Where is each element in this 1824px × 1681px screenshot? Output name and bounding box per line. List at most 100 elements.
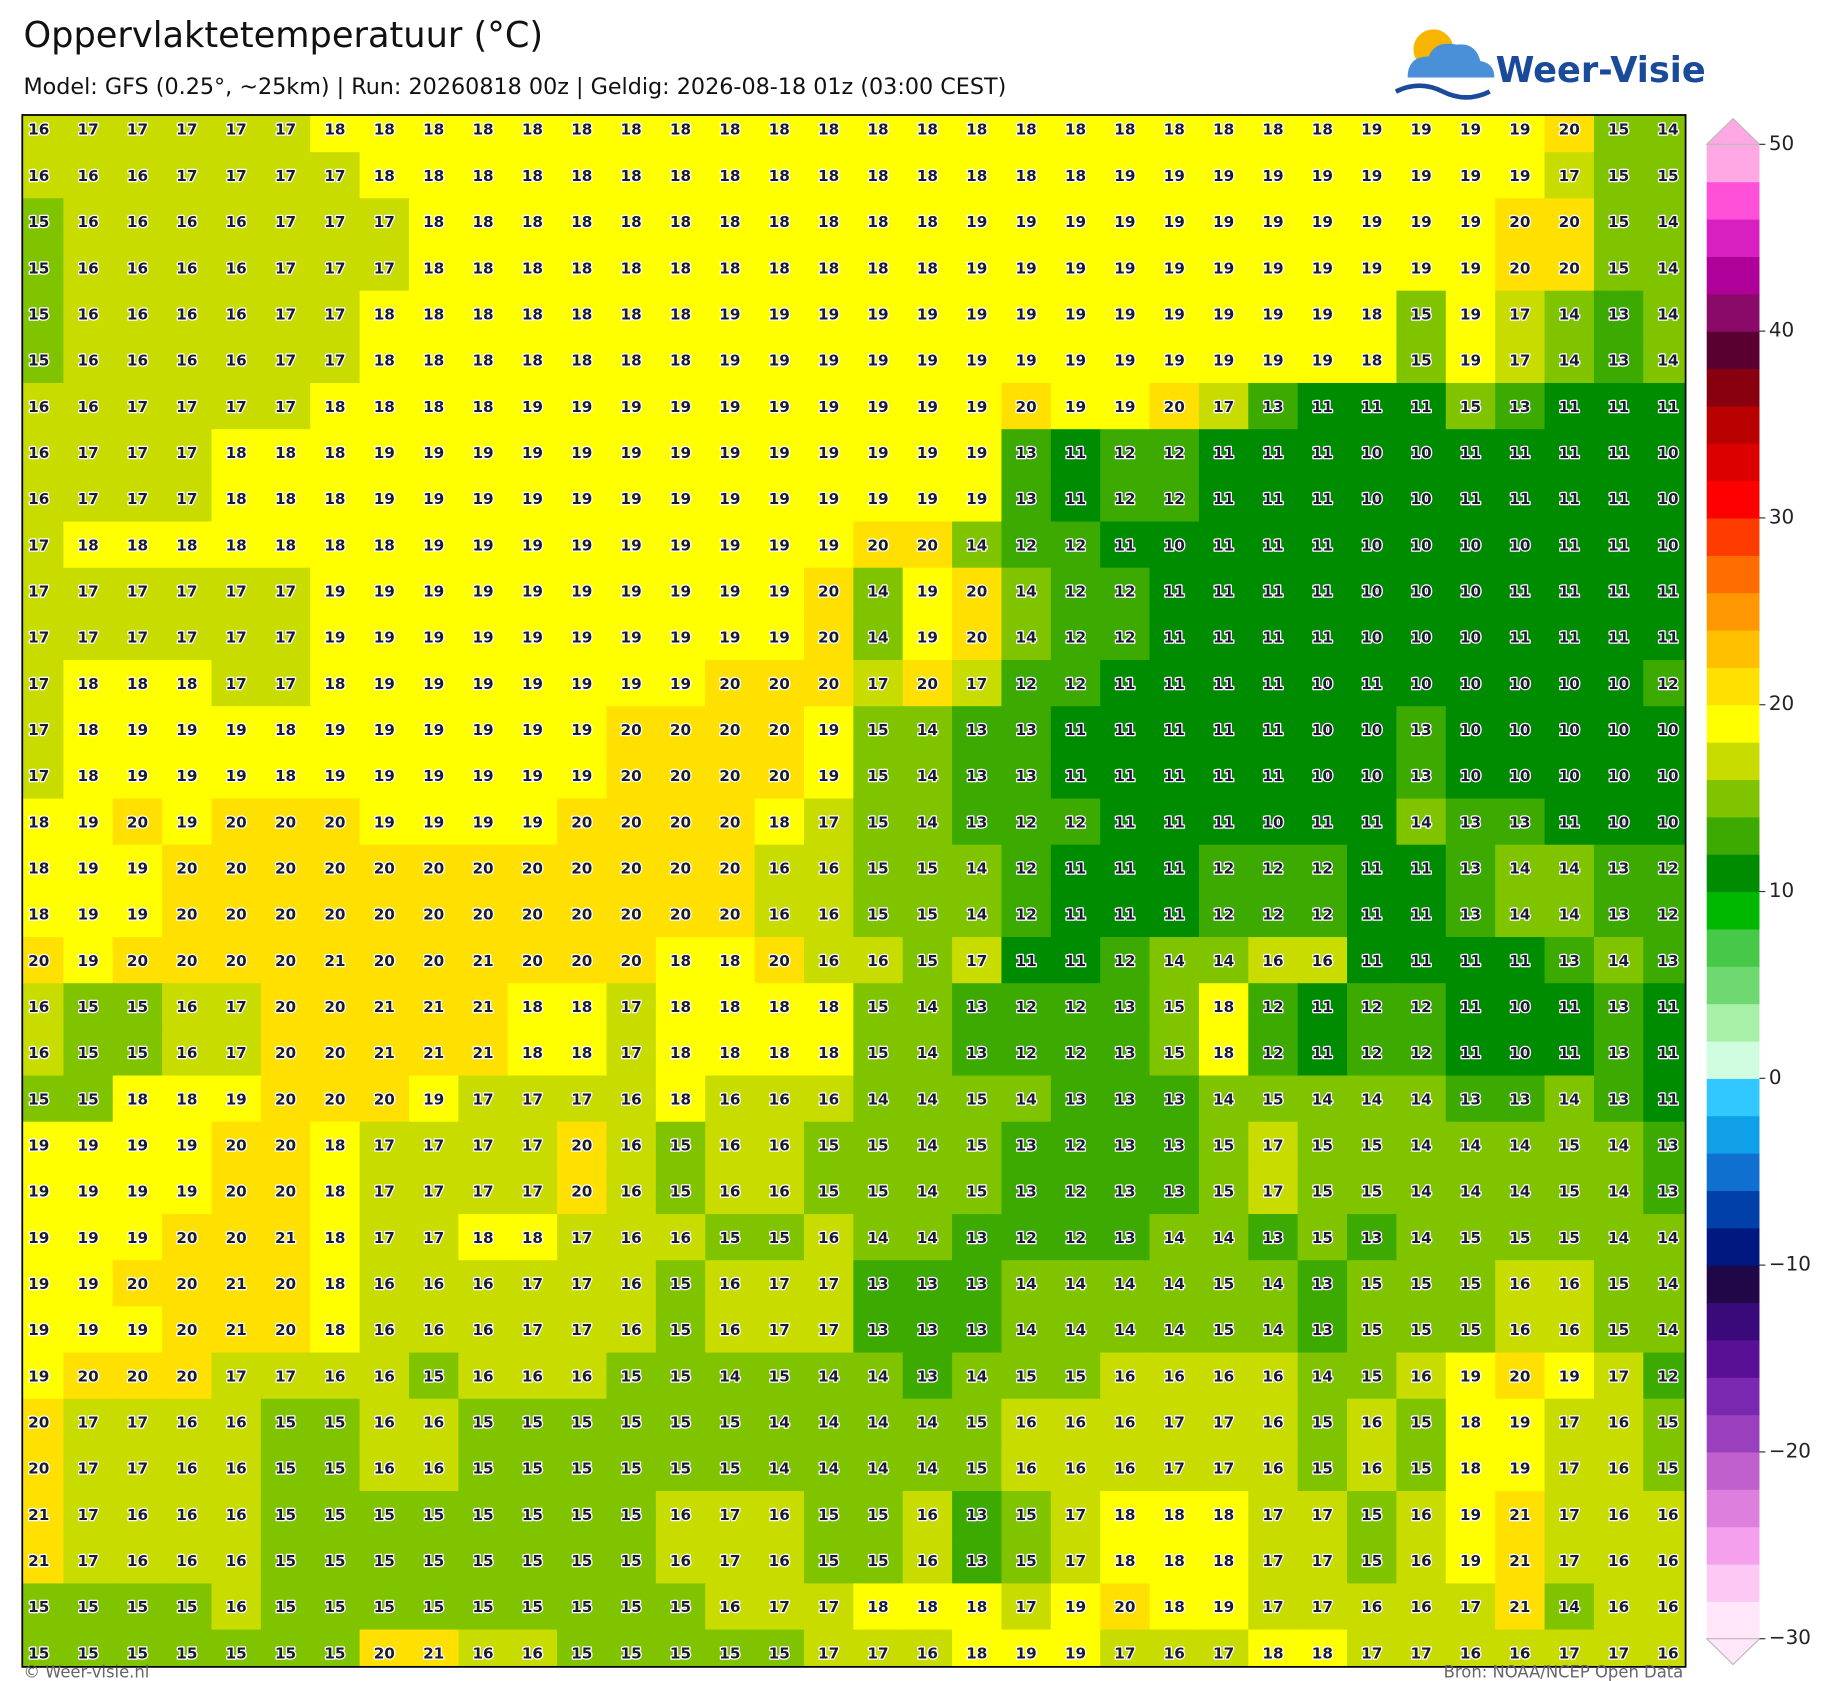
- temperature-label: 18: [472, 1229, 493, 1247]
- temperature-label: 16: [719, 1090, 740, 1108]
- temperature-label: 13: [1262, 398, 1283, 416]
- temperature-label: 13: [1608, 906, 1629, 924]
- temperature-label: 19: [1312, 213, 1333, 231]
- temperature-label: 19: [1460, 1367, 1481, 1385]
- temperature-label: 20: [621, 721, 642, 739]
- temperature-label: 19: [867, 398, 888, 416]
- temperature-label: 20: [571, 1183, 592, 1201]
- temperature-label: 19: [127, 906, 148, 924]
- temperature-label: 18: [522, 998, 543, 1016]
- temperature-label: 16: [1559, 1321, 1580, 1339]
- temperature-label: 11: [1608, 444, 1629, 462]
- temperature-label: 15: [1312, 1413, 1333, 1431]
- temperature-label: 16: [176, 1413, 197, 1431]
- temperature-label: 17: [226, 1367, 247, 1385]
- temperature-label: 18: [374, 536, 395, 554]
- temperature-label: 15: [1312, 1229, 1333, 1247]
- temperature-cell: [754, 383, 805, 430]
- temperature-cell: [211, 198, 262, 246]
- temperature-cell: [606, 244, 657, 292]
- temperature-label: 12: [1065, 1044, 1086, 1062]
- temperature-cell: [803, 152, 855, 200]
- colorbar-tick-label: −10: [1769, 1252, 1811, 1276]
- temperature-label: 13: [1509, 813, 1530, 831]
- temperature-label: 10: [1460, 629, 1481, 647]
- temperature-label: 20: [176, 1229, 197, 1247]
- temperature-label: 18: [522, 1229, 543, 1247]
- temperature-label: 19: [719, 536, 740, 554]
- temperature-label: 21: [1509, 1552, 1530, 1570]
- temperature-label: 19: [1312, 305, 1333, 323]
- temperature-label: 11: [1213, 675, 1234, 693]
- temperature-label: 19: [867, 305, 888, 323]
- temperature-label: 17: [275, 582, 296, 600]
- temperature-label: 15: [917, 906, 938, 924]
- temperature-label: 11: [1065, 906, 1086, 924]
- temperature-label: 17: [522, 1090, 543, 1108]
- temperature-label: 16: [1410, 1552, 1431, 1570]
- temperature-label: 14: [1608, 1229, 1629, 1247]
- temperature-cell: [1297, 290, 1348, 338]
- temperature-label: 13: [966, 998, 987, 1016]
- temperature-label: 20: [423, 952, 444, 970]
- temperature-label: 18: [1213, 1506, 1234, 1524]
- temperature-label: 17: [423, 1229, 444, 1247]
- temperature-cell: [606, 383, 657, 430]
- temperature-label: 15: [472, 1598, 493, 1616]
- temperature-label: 18: [374, 305, 395, 323]
- temperature-label: 12: [1114, 444, 1135, 462]
- temperature-label: 20: [324, 1090, 345, 1108]
- temperature-label: 11: [1114, 536, 1135, 554]
- colorbar-band: [1706, 1115, 1760, 1154]
- temperature-label: 19: [1312, 259, 1333, 277]
- temperature-label: 10: [1657, 490, 1678, 508]
- temperature-label: 16: [1657, 1598, 1678, 1616]
- temperature-label: 17: [226, 629, 247, 647]
- temperature-label: 11: [1114, 813, 1135, 831]
- temperature-cell: [952, 429, 1003, 477]
- temperature-label: 19: [719, 305, 740, 323]
- temperature-label: 11: [1016, 952, 1037, 970]
- temperature-label: 19: [176, 1183, 197, 1201]
- temperature-label: 20: [1509, 213, 1530, 231]
- temperature-label: 19: [28, 1183, 49, 1201]
- temperature-label: 19: [28, 1367, 49, 1385]
- temperature-label: 17: [769, 1321, 790, 1339]
- temperature-label: 19: [423, 629, 444, 647]
- temperature-label: 14: [917, 767, 938, 785]
- temperature-label: 14: [1657, 259, 1678, 277]
- temperature-label: 19: [28, 1229, 49, 1247]
- temperature-label: 17: [522, 1183, 543, 1201]
- temperature-label: 19: [1065, 213, 1086, 231]
- temperature-label: 19: [621, 675, 642, 693]
- temperature-label: 14: [1608, 1136, 1629, 1154]
- temperature-label: 19: [917, 305, 938, 323]
- colorbar-band: [1706, 1078, 1760, 1117]
- temperature-label: 20: [127, 1275, 148, 1293]
- temperature-label: 14: [867, 582, 888, 600]
- temperature-cell: [1198, 244, 1250, 292]
- temperature-label: 16: [176, 213, 197, 231]
- temperature-cell: [1643, 115, 1686, 153]
- temperature-label: 12: [1410, 998, 1431, 1016]
- temperature-cell: [902, 244, 953, 292]
- temperature-label: 18: [1262, 1644, 1283, 1662]
- temperature-label: 15: [670, 1460, 691, 1478]
- temperature-label: 17: [127, 582, 148, 600]
- temperature-label: 11: [1361, 813, 1382, 831]
- temperature-label: 16: [1262, 1413, 1283, 1431]
- temperature-cell: [260, 244, 311, 292]
- temperature-label: 18: [867, 259, 888, 277]
- temperature-label: 15: [522, 1506, 543, 1524]
- temperature-label: 16: [127, 352, 148, 370]
- temperature-cell: [557, 115, 608, 153]
- temperature-cell: [507, 152, 558, 200]
- colorbar-band: [1706, 1003, 1760, 1042]
- temperature-label: 18: [1460, 1460, 1481, 1478]
- temperature-label: 17: [77, 582, 98, 600]
- temperature-label: 18: [176, 675, 197, 693]
- temperature-label: 15: [1608, 1321, 1629, 1339]
- temperature-label: 17: [621, 998, 642, 1016]
- temperature-label: 18: [275, 444, 296, 462]
- temperature-label: 16: [127, 213, 148, 231]
